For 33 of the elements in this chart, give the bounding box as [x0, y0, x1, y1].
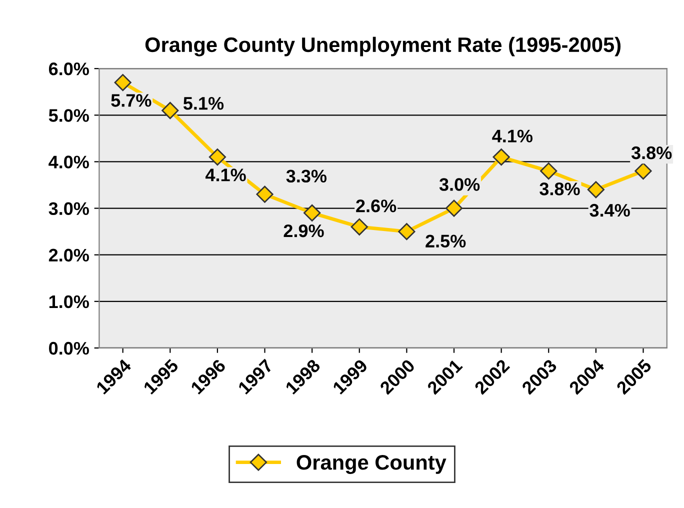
- point: [634, 162, 652, 180]
- y-tick-label: 0.0%: [49, 342, 89, 355]
- y-tick-label: 6.0%: [48, 62, 89, 76]
- data-label: 3.8%: [631, 146, 672, 160]
- legend-label: Orange County: [296, 455, 446, 474]
- data-label: 3.3%: [286, 170, 327, 183]
- chart-title: Orange County Unemployment Rate (1995-2005): [145, 36, 621, 56]
- point: [208, 148, 226, 166]
- data-label: 3.4%: [590, 204, 630, 217]
- point: [587, 181, 604, 198]
- data-label: 4.1%: [205, 168, 246, 182]
- point: [350, 218, 368, 236]
- y-tick-label: 1.0%: [49, 295, 89, 308]
- y-tick-label: 4.0%: [48, 156, 89, 168]
- data-label: 4.1%: [492, 130, 533, 142]
- point: [114, 74, 132, 92]
- point: [162, 102, 179, 120]
- point: [304, 204, 321, 222]
- data-label: 5.1%: [183, 97, 224, 110]
- data-label: 3.0%: [439, 178, 480, 191]
- point: [540, 162, 558, 180]
- point: [492, 148, 510, 166]
- point: [445, 200, 463, 217]
- y-tick-label: 2.0%: [48, 248, 89, 262]
- point: [256, 186, 274, 203]
- data-label: 3.8%: [540, 182, 580, 196]
- data-label: 2.9%: [284, 224, 324, 238]
- point: [398, 223, 416, 240]
- data-label: 5.7%: [111, 94, 152, 107]
- data-label: 2.6%: [356, 200, 396, 212]
- y-tick-label: 3.0%: [48, 202, 89, 216]
- y-tick-label: 5.0%: [48, 109, 89, 122]
- data-label: 2.5%: [426, 234, 466, 248]
